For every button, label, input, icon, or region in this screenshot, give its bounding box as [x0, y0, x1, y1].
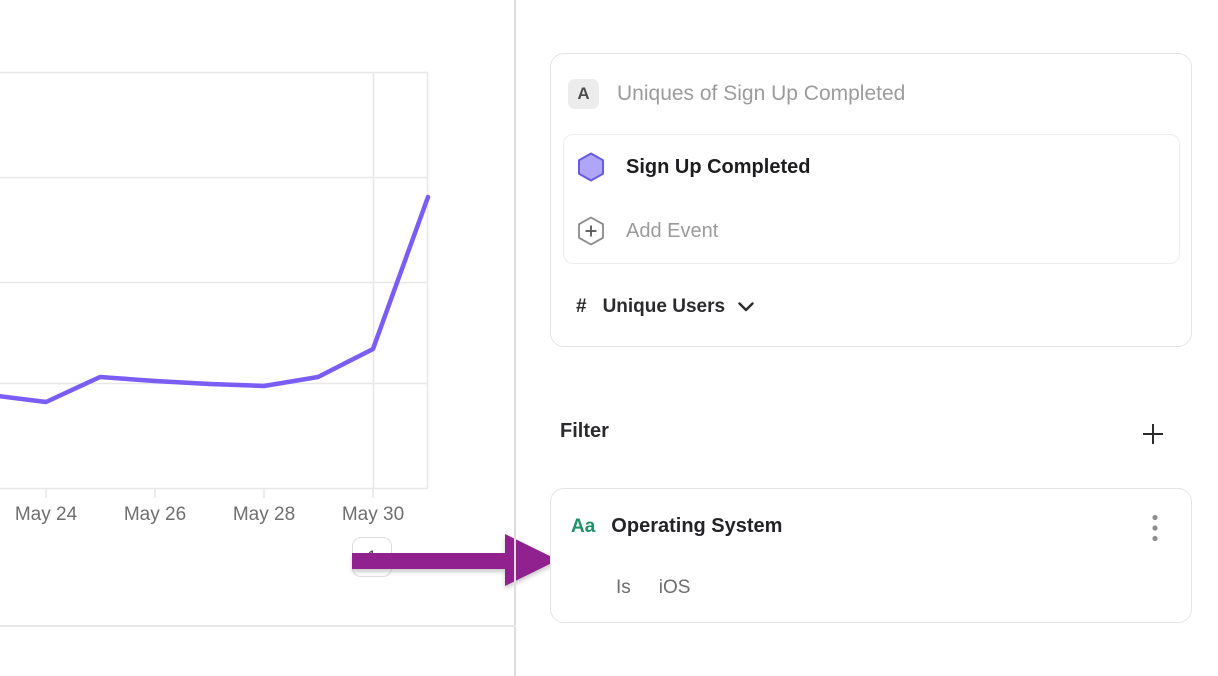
filter-operator[interactable]: Is: [616, 577, 631, 598]
filter-property-name: Operating System: [611, 515, 783, 537]
string-property-type-icon: Aa: [571, 515, 596, 537]
filter-condition-row: Is iOS: [616, 577, 690, 599]
series-letter-badge: A: [568, 79, 599, 109]
filter-value[interactable]: iOS: [658, 577, 691, 598]
event-row[interactable]: Sign Up Completed: [564, 135, 1179, 199]
chart-bottom-border: [0, 625, 516, 627]
formula-row[interactable]: A Uniques of Sign Up Completed: [568, 79, 905, 109]
add-event-label: Add Event: [626, 219, 719, 242]
line-chart: [0, 71, 431, 498]
filter-overflow-menu-button[interactable]: [1145, 513, 1165, 543]
formula-label: Uniques of Sign Up Completed: [617, 82, 906, 105]
event-list-card: Sign Up Completed Add Event: [563, 134, 1180, 264]
x-axis-label: May 30: [341, 504, 405, 525]
event-name: Sign Up Completed: [626, 155, 811, 178]
filter-section-title: Filter: [560, 420, 609, 442]
panel-divider: [514, 0, 516, 676]
filter-card: Aa Operating System Is iOS: [550, 488, 1192, 623]
number-symbol: #: [576, 296, 587, 317]
measurement-selector[interactable]: # Unique Users: [576, 294, 754, 320]
chevron-down-icon: [738, 302, 754, 312]
x-axis-label: May 28: [232, 504, 296, 525]
add-filter-button[interactable]: [1140, 421, 1166, 447]
add-event-hexagon-plus-icon: [578, 216, 604, 246]
plus-icon: [1143, 424, 1163, 444]
x-axis-label: May 26: [123, 504, 187, 525]
add-event-row[interactable]: Add Event: [564, 199, 1179, 263]
filter-property-row[interactable]: Aa Operating System: [571, 515, 782, 538]
annotation-arrow: [352, 534, 558, 586]
measurement-label: Unique Users: [602, 296, 726, 317]
x-axis-label: May 24: [14, 504, 78, 525]
vertical-dots-icon: [1152, 514, 1158, 542]
event-hexagon-icon: [578, 152, 604, 182]
query-builder-card: A Uniques of Sign Up Completed Sign Up C…: [550, 53, 1192, 347]
